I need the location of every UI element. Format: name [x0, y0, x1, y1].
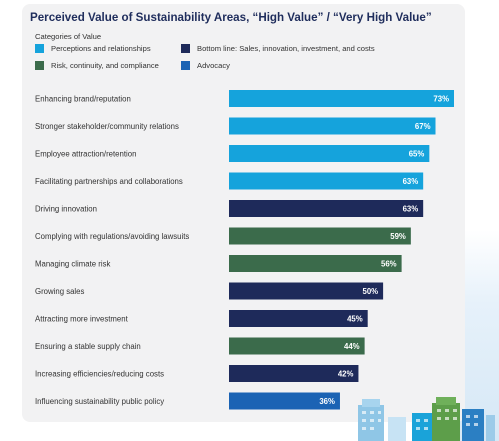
legend-label-advocacy: Advocacy	[197, 61, 230, 70]
legend-label-bottom-line: Bottom line: Sales, innovation, investme…	[197, 44, 375, 53]
city-skyline-illustration	[358, 397, 495, 441]
bar	[229, 392, 340, 410]
category-label: Ensuring a stable supply chain	[35, 342, 141, 351]
legend-item-risk: Risk, continuity, and compliance	[35, 61, 159, 70]
legend-swatch-bottom-line	[181, 44, 190, 53]
bar	[229, 200, 424, 217]
category-label: Influencing sustainability public policy	[35, 397, 164, 406]
legend-label-perceptions: Perceptions and relationships	[51, 44, 151, 53]
category-label: Attracting more investment	[35, 315, 129, 324]
bar	[229, 117, 436, 135]
bar	[229, 337, 365, 355]
bar	[229, 310, 368, 327]
category-label: Facilitating partnerships and collaborat…	[35, 177, 183, 186]
category-label: Growing sales	[35, 287, 85, 296]
bar	[229, 90, 454, 107]
legend-item-bottom-line: Bottom line: Sales, innovation, investme…	[181, 44, 375, 53]
bar-value-label: 65%	[409, 150, 425, 159]
bar	[229, 227, 411, 245]
category-label: Managing climate risk	[35, 260, 111, 269]
bar-value-label: 42%	[338, 370, 354, 379]
bar-value-label: 63%	[403, 205, 419, 214]
legend-item-advocacy: Advocacy	[181, 61, 230, 70]
legend-label-risk: Risk, continuity, and compliance	[51, 61, 159, 70]
legend-title: Categories of Value	[35, 32, 102, 41]
legend-item-perceptions: Perceptions and relationships	[35, 44, 151, 53]
category-label: Stronger stakeholder/community relations	[35, 122, 179, 131]
bar	[229, 145, 430, 162]
category-label: Driving innovation	[35, 205, 97, 214]
legend-swatch-risk	[35, 61, 44, 70]
legend-swatch-advocacy	[181, 61, 190, 70]
bar-value-label: 67%	[415, 122, 431, 131]
bar-value-label: 56%	[381, 260, 397, 269]
bar-value-label: 36%	[319, 397, 335, 406]
category-label: Employee attraction/retention	[35, 150, 136, 159]
category-label: Increasing efficiencies/reducing costs	[35, 370, 164, 379]
bar	[229, 282, 384, 300]
bar-value-label: 44%	[344, 342, 360, 351]
chart-title: Perceived Value of Sustainability Areas,…	[30, 11, 432, 24]
bar	[229, 365, 359, 382]
bar	[229, 255, 402, 272]
bar-value-label: 73%	[433, 95, 449, 104]
bar-value-label: 45%	[347, 315, 363, 324]
bar	[229, 172, 424, 190]
bar-value-label: 50%	[363, 287, 379, 296]
legend-swatch-perceptions	[35, 44, 44, 53]
category-label: Complying with regulations/avoiding laws…	[35, 232, 189, 241]
bar-value-label: 59%	[390, 232, 406, 241]
bar-value-label: 63%	[403, 177, 419, 186]
category-label: Enhancing brand/reputation	[35, 95, 131, 104]
